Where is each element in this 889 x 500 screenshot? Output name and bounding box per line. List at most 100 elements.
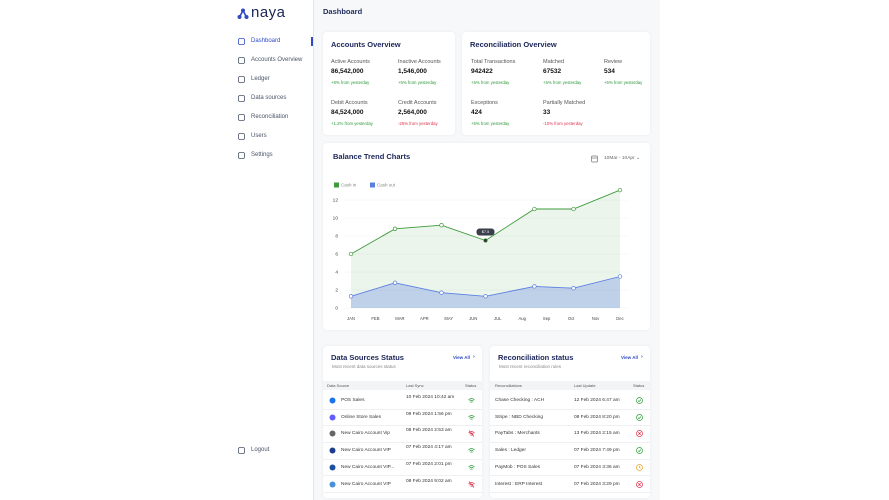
nav-item[interactable]: Reconciliation	[238, 113, 312, 123]
nav-icon-shape	[238, 152, 245, 159]
view-all-label: View All	[453, 355, 471, 360]
chart-title: Balance Trend Charts	[333, 152, 411, 161]
status-icon	[468, 448, 475, 453]
date-range-label: 10Mar - 10Apr	[604, 156, 635, 161]
status-icon	[468, 430, 475, 438]
stat-change: +5% from yesterday	[543, 80, 582, 85]
wifi-arc	[468, 448, 475, 451]
logout[interactable]: Logout	[238, 446, 298, 456]
table-header	[323, 381, 482, 390]
logout-label: Logout	[251, 447, 270, 453]
icon	[591, 155, 598, 163]
stat-value: 534	[604, 68, 615, 75]
wifi-arc	[469, 416, 474, 419]
table-card: Data Sources Status Most recent data sour…	[323, 346, 482, 498]
status-cell	[468, 464, 475, 471]
stat-label: Total Transactions	[471, 59, 516, 65]
stat-value: 86,542,000	[331, 68, 364, 75]
wifi-arc	[468, 481, 475, 484]
row-name: Stripe : NBD Checking	[495, 414, 543, 420]
status-icon	[636, 447, 643, 454]
wifi-arc	[469, 466, 474, 469]
nav-item[interactable]: Dashboard	[238, 37, 313, 47]
column-header: Last Update	[574, 383, 596, 388]
card-title: Accounts Overview	[331, 40, 401, 49]
icon	[329, 397, 336, 404]
nav-label: Reconciliation	[251, 114, 289, 120]
card-title: Reconciliation status	[498, 353, 574, 362]
status-ring	[636, 463, 643, 471]
row-name: Sales : Ledger	[495, 448, 526, 454]
status-glyph	[637, 449, 642, 453]
calendar-icon	[591, 155, 598, 163]
nav-item[interactable]: Ledger	[238, 75, 312, 85]
status-icon	[468, 398, 475, 403]
nav-item[interactable]: Settings	[238, 151, 312, 161]
status-cell	[468, 414, 475, 421]
icon	[329, 464, 336, 471]
page-title: Dashboard	[323, 7, 363, 16]
row-time: 07 Feb 2024 3:36 am	[574, 464, 620, 470]
status-glyph	[637, 415, 642, 419]
nav-item[interactable]: Users	[238, 132, 312, 142]
stat-value: 67532	[543, 68, 562, 75]
overview-card: Reconciliation Overview Total Transaction…	[462, 32, 650, 135]
row-time: 12 Feb 2024 6:47 am	[574, 398, 620, 403]
icon	[238, 114, 245, 121]
table-row: New Cairo Account Vip 08 Feb 2024 2:53 am	[323, 425, 482, 444]
icon	[238, 95, 245, 102]
stat-change: +5% from yesterday	[471, 80, 510, 85]
stat-value: 84,524,000	[331, 109, 364, 116]
status-ring	[636, 397, 643, 404]
nav-item[interactable]: Data sources	[238, 94, 312, 104]
status-icon	[468, 414, 475, 420]
nav-label: Dashboard	[251, 38, 281, 44]
stat-change: +1.2% from yesterday	[331, 121, 373, 126]
stat-label: Partially Matched	[543, 100, 586, 106]
status-cell	[468, 447, 475, 454]
status-cell	[468, 397, 475, 404]
active-indicator	[311, 37, 313, 46]
table-header	[490, 381, 650, 390]
icon	[238, 57, 245, 64]
nav-icon-shape	[238, 95, 245, 102]
status-cell	[468, 480, 475, 488]
row-time: 09 Feb 2024 1:56 pm	[406, 411, 452, 417]
date-range[interactable]: 10Mar - 10Apr ⌄	[591, 155, 646, 164]
row-name: PayMob : POS Sales	[495, 464, 541, 470]
chart-card: Balance Trend Charts 10Mar - 10Apr ⌄	[323, 143, 650, 330]
view-all-arrow: ›	[473, 354, 475, 360]
row-name: New Cairo Account VIP	[341, 448, 391, 454]
status-cell	[636, 413, 643, 421]
row-name: New Cairo Account VIP...	[341, 464, 395, 470]
row-name: PayTabs : Merchants	[495, 431, 540, 437]
view-all-arrow: ›	[641, 354, 643, 360]
stat-label: Credit Accounts	[398, 100, 437, 106]
source-logo	[329, 464, 336, 471]
row-time: 07 Feb 2024 3:29 pm	[574, 481, 620, 487]
stat-change: -10% from yesterday	[543, 121, 583, 126]
table-row: PayMob : POS Sales 07 Feb 2024 3:36 am	[490, 459, 650, 477]
status-glyph	[638, 432, 641, 436]
icon	[329, 481, 336, 487]
status-glyph	[638, 482, 641, 486]
wifi-arc	[468, 464, 475, 468]
table-row: New Cairo Account VIP 07 Feb 2024 4:17 am	[323, 442, 482, 460]
nav-item[interactable]: Accounts Overview	[238, 56, 312, 66]
nav-label: Users	[251, 133, 267, 139]
stat-label: Matched	[543, 59, 565, 65]
icon	[237, 8, 249, 19]
row-name: POS Sales	[341, 398, 365, 403]
nav-icon-shape	[238, 76, 245, 83]
table-row: Stripe : NBD Checking 08 Feb 2024 8:20 pm	[490, 409, 650, 427]
status-icon	[636, 430, 643, 438]
stat-value: 1,546,000	[398, 68, 427, 75]
row-time: 08 Feb 2024 2:53 am	[406, 428, 452, 434]
table-row: Online Store Sales 09 Feb 2024 1:56 pm	[323, 409, 482, 427]
stat-change: +8% from yesterday	[331, 80, 370, 85]
table-row: New Cairo Account VIP... 07 Feb 2024 2:01…	[323, 459, 482, 477]
status-icon	[636, 463, 643, 471]
logo-stroke	[238, 10, 248, 18]
status-icon	[636, 397, 643, 404]
source-logo	[329, 430, 336, 437]
